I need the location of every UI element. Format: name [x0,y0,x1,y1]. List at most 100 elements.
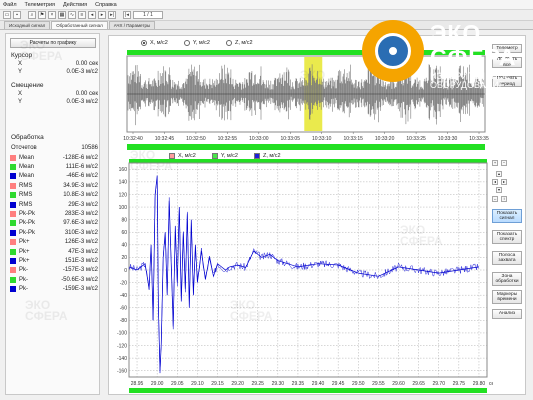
overview-x-tick-label: 10:33:15 [343,136,363,142]
stat-value: 151E-3 м/с2 [64,257,98,264]
detail-x-tick-label: 29.40 [312,381,325,387]
right-icon[interactable]: ▸ [501,179,507,185]
detail-x-tick-label: 28.95 [131,381,144,387]
detail-x-tick-label: 29.70 [432,381,445,387]
stat-label: Pk+ [19,257,30,264]
detail-chart[interactable]: E-3, м/с2160140120100806040200-20-40-60-… [109,159,493,395]
show-all-button[interactable]: Показать все [492,57,522,68]
chart-icon[interactable]: ∿ [68,11,76,19]
stat-row: RMS 10.8E-3 м/с2 [10,191,98,200]
overview-chart[interactable]: 10:32:40 10:32:45 10:32:50 10:32:55 10:33:00… [109,48,489,153]
telemetry-button[interactable]: Телеметр [492,44,522,53]
top-legend-z[interactable]: Z, м/с2 [225,40,253,46]
top-legend-y[interactable]: Y, м/с2 [183,40,210,46]
series-swatch [10,220,16,227]
list-icon[interactable]: ≡ [78,11,86,19]
detail-x-unit: сек [489,381,493,387]
detail-y-tick-label: 140 [119,180,128,186]
first-icon[interactable]: |◂ [123,11,131,19]
series-swatch [10,229,16,236]
cursor-title: Курсор [11,52,33,59]
detail-y-tick-label: 20 [121,255,127,261]
detail-y-tick-label: -120 [117,343,127,349]
stat-label: Pk- [19,267,28,274]
detail-y-tick-label: -100 [117,331,127,337]
last-icon[interactable]: ▸| [108,11,116,19]
open-icon[interactable]: ▭ [3,11,11,19]
stat-label: Pk-Pk [19,211,36,218]
stat-row: Pk-Pk 283E-3 м/с2 [10,209,98,218]
top-legend-x[interactable]: X, м/с2 [141,40,168,46]
band-filter-button[interactable]: Полоса захвата [492,251,522,265]
detail-x-tick-label: 29.50 [352,381,365,387]
stat-value: 283E-3 м/с2 [64,211,98,218]
processing-zone-button[interactable]: Зона обработки [492,272,522,286]
stat-label: Mean [19,154,35,161]
offset-y: Y 0.0E-3 м/с2 [18,99,98,105]
tab-source-signal[interactable]: Исходный сигнал [4,21,51,29]
menu-file[interactable]: Файл [3,1,17,8]
series-swatch [10,239,16,246]
prev-icon[interactable]: ◂ [88,11,96,19]
series-swatch [10,267,16,274]
flag-icon[interactable]: ⚑ [38,11,46,19]
sample-count: Отсчетов 10586 [11,145,98,151]
analysis-button[interactable]: Анализ [492,309,522,319]
up-icon[interactable]: ▴ [496,171,502,177]
series-swatch [10,154,16,161]
zoom-in-icon[interactable]: + [492,160,498,166]
calc-by-chart-button[interactable]: Расчеты по графику [10,38,96,48]
stat-label: Pk+ [19,239,30,246]
stat-row: RMS 29E-3 м/с2 [10,200,98,209]
tab-frequency[interactable]: АЧХ / Параметры [108,21,156,29]
menu-actions[interactable]: Действия [63,1,88,8]
detail-x-tick-label: 29.10 [191,381,204,387]
detail-x-tick-label: 29.60 [392,381,405,387]
save-icon[interactable]: ▪ [13,11,21,19]
detail-range-bar [129,159,487,163]
stat-value: -157E-3 м/с2 [62,267,98,274]
show-period-button[interactable]: Показать период [492,76,522,87]
detail-x-tick-label: 29.35 [292,381,305,387]
bottom-legend-x[interactable]: X, м/с2 [169,153,196,159]
page-counter[interactable]: 1 / 1 [133,11,163,19]
stat-value: 34.9E-3 м/с2 [63,182,98,189]
fit-x-icon[interactable]: ↔ [492,196,498,202]
stat-row: Pk- -157E-3 м/с2 [10,266,98,275]
stat-label: Mean [19,173,35,180]
down-icon[interactable]: ▾ [496,187,502,193]
detail-y-tick-label: 0 [124,268,127,274]
overview-x-tick-label: 10:33:00 [249,136,269,142]
stats-list: Mean -128E-6 м/с2 Mean 111E-6 м/с2 Mean -46E-… [10,153,98,294]
zoom-out-icon[interactable]: − [501,160,507,166]
time-markers-button[interactable]: Маркеры времени [492,290,522,304]
show-spectrum-button[interactable]: Показать спектр [492,230,522,244]
overview-x-tick-label: 10:32:55 [218,136,238,142]
stat-label: Pk-Pk [19,220,36,227]
stat-row: Mean -46E-6 м/с2 [10,172,98,181]
menu-help[interactable]: Справка [95,1,117,8]
menu-telemetry[interactable]: Телеметрия [24,1,56,8]
detail-scrollbar [129,388,487,393]
grid-icon[interactable]: ▦ [58,11,66,19]
stat-row: Pk+ 47E-3 м/с2 [10,247,98,256]
next-icon[interactable]: ▸ [98,11,106,19]
stat-value: -50.6E-3 м/с2 [61,276,98,283]
zoom-icon[interactable]: ⌕ [28,11,36,19]
detail-y-tick-label: -160 [117,369,127,375]
series-swatch [10,276,16,283]
stat-label: RMS [19,182,33,189]
show-signal-button[interactable]: Показать сигнал [492,209,522,223]
left-icon[interactable]: ◂ [492,179,498,185]
bottom-legend-y[interactable]: Y, м/с2 [211,153,238,159]
stat-row: Pk- -159E-3 м/с2 [10,284,98,293]
close-icon[interactable]: × [48,11,56,19]
series-swatch [10,201,16,208]
overview-x-tick-label: 10:33:10 [312,136,332,142]
detail-x-tick-label: 29.55 [372,381,385,387]
tab-processed-signal[interactable]: Обработанный сигнал [51,21,108,29]
stat-row: Mean 111E-6 м/с2 [10,162,98,171]
bottom-legend-z[interactable]: Z, м/с2 [253,153,281,159]
stat-value: 47E-3 м/с2 [68,248,98,255]
fit-y-icon[interactable]: ↕ [501,196,507,202]
